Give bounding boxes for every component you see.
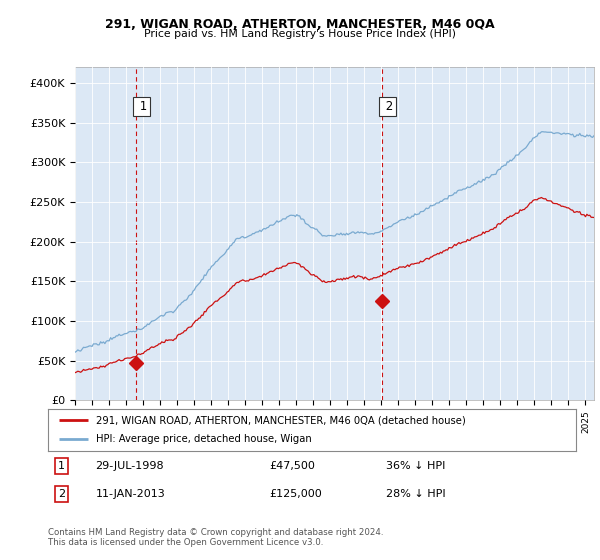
Text: £47,500: £47,500 <box>270 461 316 472</box>
Text: 291, WIGAN ROAD, ATHERTON, MANCHESTER, M46 0QA (detached house): 291, WIGAN ROAD, ATHERTON, MANCHESTER, M… <box>95 415 465 425</box>
Text: 291, WIGAN ROAD, ATHERTON, MANCHESTER, M46 0QA: 291, WIGAN ROAD, ATHERTON, MANCHESTER, M… <box>105 18 495 31</box>
Text: Contains HM Land Registry data © Crown copyright and database right 2024.
This d: Contains HM Land Registry data © Crown c… <box>48 528 383 547</box>
Text: 2: 2 <box>382 100 393 113</box>
Text: 36% ↓ HPI: 36% ↓ HPI <box>386 461 445 472</box>
Text: 1: 1 <box>58 461 65 472</box>
Text: 2: 2 <box>58 489 65 499</box>
Text: Price paid vs. HM Land Registry's House Price Index (HPI): Price paid vs. HM Land Registry's House … <box>144 29 456 39</box>
Text: £125,000: £125,000 <box>270 489 323 499</box>
Text: 1: 1 <box>136 100 147 113</box>
Text: 29-JUL-1998: 29-JUL-1998 <box>95 461 164 472</box>
Text: 28% ↓ HPI: 28% ↓ HPI <box>386 489 446 499</box>
Text: 11-JAN-2013: 11-JAN-2013 <box>95 489 165 499</box>
Text: HPI: Average price, detached house, Wigan: HPI: Average price, detached house, Wiga… <box>95 435 311 445</box>
